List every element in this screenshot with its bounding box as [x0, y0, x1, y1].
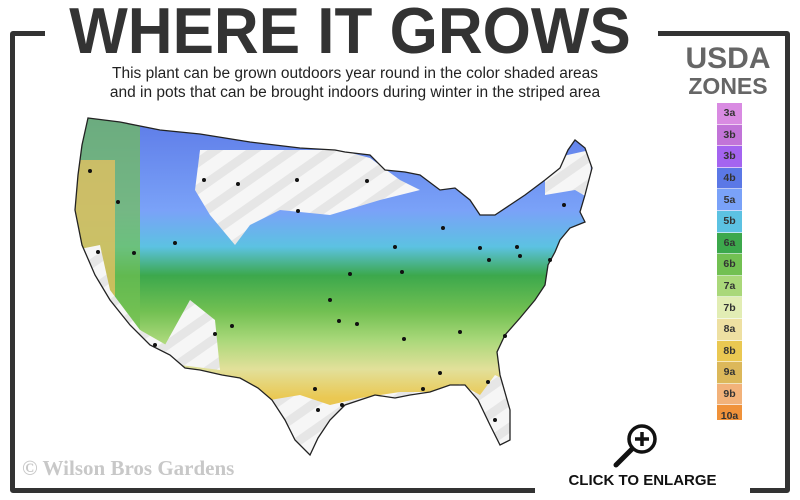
legend-zone-6b: 6b — [717, 254, 742, 276]
legend-title-line-2: ZONES — [688, 73, 768, 99]
legend-zone-9a: 9a — [717, 362, 742, 384]
legend-zone-9b: 9b — [717, 383, 742, 406]
legend-title-line-1: USDA — [685, 42, 771, 75]
striped-area-california — [75, 245, 180, 370]
coastal-warm-zone — [75, 160, 115, 360]
zone-legend: 3a3b3b4b5a5b6a6b7a7b8a8b9a9b10a10b — [717, 103, 742, 449]
legend-zone-7a: 7a — [717, 275, 742, 298]
city-dots — [88, 169, 566, 422]
legend-zone-8b: 8b — [717, 340, 742, 363]
legend-title: USDA ZONES — [676, 42, 780, 99]
legend-zone-4b: 4b — [717, 167, 742, 190]
legend-zone-7b: 7b — [717, 297, 742, 319]
striped-area-north — [195, 150, 420, 245]
click-to-enlarge-button[interactable]: CLICK TO ENLARGE — [535, 420, 750, 495]
legend-zone-5a: 5a — [717, 189, 742, 211]
subtitle-line-2: and in pots that can be brought indoors … — [109, 84, 601, 101]
striped-area-southwest — [165, 300, 220, 370]
legend-zone-8a: 8a — [717, 318, 742, 341]
legend-zone-3b: 3b — [717, 124, 742, 147]
zoom-in-magnifier-icon — [613, 424, 657, 468]
click-to-enlarge-label: CLICK TO ENLARGE — [568, 472, 717, 489]
legend-zone-5b: 5b — [717, 210, 742, 233]
subtitle-line-1: This plant can be grown outdoors year ro… — [112, 65, 598, 82]
page-title: WHERE IT GROWS — [45, 0, 655, 66]
legend-zone-6a: 6a — [717, 232, 742, 255]
legend-zone-3a: 3a — [717, 103, 742, 125]
page-subtitle: This plant can be grown outdoors year ro… — [40, 64, 670, 102]
watermark: © Wilson Bros Gardens — [22, 456, 235, 480]
legend-zone-3b: 3b — [717, 146, 742, 168]
